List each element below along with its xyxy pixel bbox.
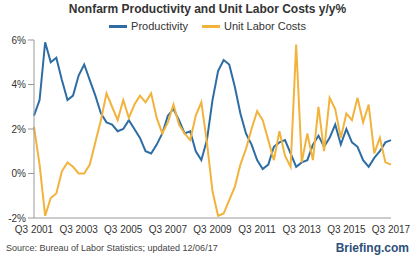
html-text:Productivity: Productivity bbox=[131, 20, 188, 32]
html-text:Briefing.com: Briefing.com bbox=[335, 241, 409, 255]
svg-text:2%: 2% bbox=[12, 124, 27, 135]
svg-text:Q3 2005: Q3 2005 bbox=[104, 224, 143, 235]
svg-text:4%: 4% bbox=[12, 79, 27, 90]
svg-text:0%: 0% bbox=[12, 168, 27, 179]
svg-text:Q3 2013: Q3 2013 bbox=[283, 224, 322, 235]
svg-text:Q3 2011: Q3 2011 bbox=[238, 224, 276, 235]
html-text:Source: Bureau of Labor Statis: Source: Bureau of Labor Statistics; upda… bbox=[6, 243, 218, 253]
html-text:Unit Labor Costs: Unit Labor Costs bbox=[224, 20, 306, 32]
html-text:Nonfarm Productivity and Unit: Nonfarm Productivity and Unit Labor Cost… bbox=[68, 2, 347, 16]
svg-text:Q3 2001: Q3 2001 bbox=[15, 224, 54, 235]
svg-text:-2%: -2% bbox=[8, 213, 26, 224]
svg-text:Q3 2015: Q3 2015 bbox=[327, 224, 366, 235]
svg-text:Q3 2017: Q3 2017 bbox=[372, 224, 407, 235]
svg-text:Q3 2007: Q3 2007 bbox=[149, 224, 188, 235]
svg-text:Q3 2009: Q3 2009 bbox=[193, 224, 232, 235]
svg-text:6%: 6% bbox=[12, 35, 27, 46]
svg-text:Q3 2003: Q3 2003 bbox=[59, 224, 98, 235]
